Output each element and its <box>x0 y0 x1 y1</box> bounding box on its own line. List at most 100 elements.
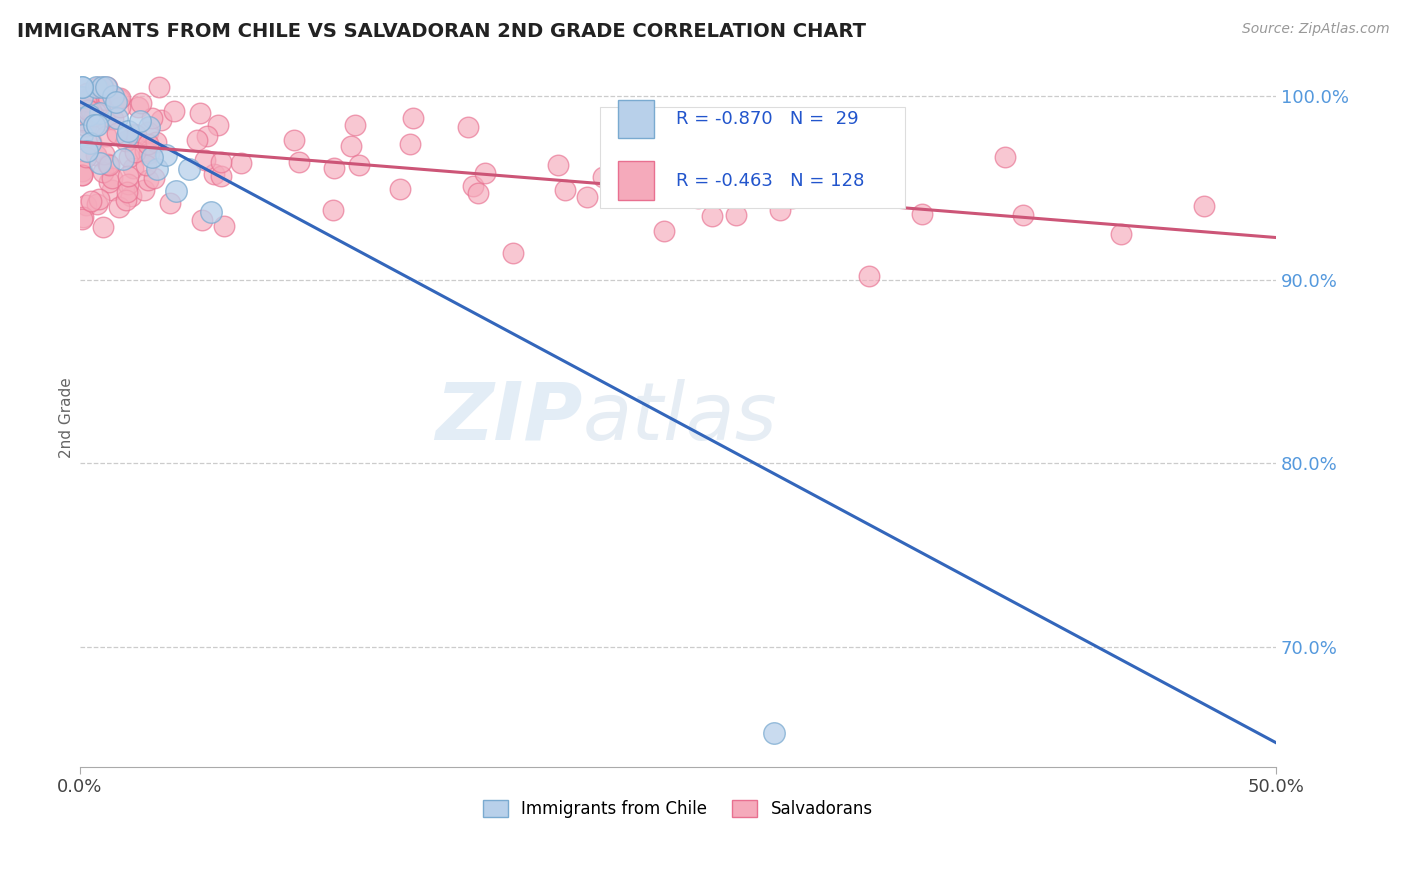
Point <box>141 150 163 164</box>
Point <box>134 158 156 172</box>
Point <box>127 100 149 114</box>
Point <box>115 185 138 199</box>
Point <box>665 180 688 194</box>
Point <box>145 162 167 177</box>
Point <box>93 219 115 234</box>
Point <box>150 113 173 128</box>
Point <box>745 137 768 152</box>
Point <box>108 92 131 106</box>
Point <box>723 186 745 200</box>
Point <box>576 189 599 203</box>
Point <box>108 100 131 114</box>
Point <box>463 179 485 194</box>
Point <box>115 193 138 207</box>
Point <box>115 128 138 143</box>
Point <box>467 186 489 200</box>
Point <box>101 89 124 103</box>
Point <box>128 114 150 128</box>
Point <box>132 183 155 197</box>
Point <box>80 136 103 150</box>
Point <box>79 136 101 151</box>
Point <box>762 726 785 740</box>
Point <box>76 90 98 104</box>
Point <box>163 103 186 118</box>
Point <box>402 112 425 126</box>
Point <box>75 150 97 164</box>
Point <box>645 157 668 171</box>
Point <box>76 87 98 101</box>
Point <box>72 210 94 224</box>
Point <box>145 135 167 149</box>
Point <box>283 133 305 147</box>
Point <box>1012 208 1035 222</box>
Point <box>91 79 114 94</box>
Point <box>84 147 107 161</box>
Point <box>993 150 1015 164</box>
Point <box>200 205 222 219</box>
Point <box>86 79 108 94</box>
Point <box>105 111 128 125</box>
Point <box>134 144 156 158</box>
Point <box>103 112 125 126</box>
Point <box>1109 227 1132 242</box>
Text: Source: ZipAtlas.com: Source: ZipAtlas.com <box>1241 22 1389 37</box>
Point <box>148 79 170 94</box>
Point <box>186 133 208 147</box>
Point <box>502 246 524 260</box>
Y-axis label: 2nd Grade: 2nd Grade <box>59 377 75 458</box>
Point <box>782 191 804 205</box>
Point <box>117 124 139 138</box>
Point <box>138 145 160 160</box>
Point <box>117 169 139 183</box>
Point <box>97 156 120 170</box>
Point <box>474 166 496 180</box>
Point <box>138 173 160 187</box>
Point <box>652 224 675 238</box>
Point <box>207 119 229 133</box>
Point <box>858 269 880 284</box>
Text: IMMIGRANTS FROM CHILE VS SALVADORAN 2ND GRADE CORRELATION CHART: IMMIGRANTS FROM CHILE VS SALVADORAN 2ND … <box>17 22 866 41</box>
Point <box>322 161 344 175</box>
Point <box>155 148 177 162</box>
Point <box>688 191 710 205</box>
Point <box>652 153 675 167</box>
Point <box>91 165 114 179</box>
Point <box>124 145 146 159</box>
Point <box>72 79 94 94</box>
Point <box>165 184 187 198</box>
Point <box>93 147 115 161</box>
Point <box>80 103 103 118</box>
Point <box>209 155 232 169</box>
Point <box>626 150 648 164</box>
FancyBboxPatch shape <box>619 100 654 138</box>
FancyBboxPatch shape <box>600 107 905 208</box>
Text: R = -0.463   N = 128: R = -0.463 N = 128 <box>675 172 863 190</box>
Point <box>700 210 723 224</box>
Point <box>104 95 127 110</box>
Point <box>96 79 118 94</box>
Point <box>76 103 98 117</box>
Point <box>389 182 412 196</box>
Point <box>783 159 806 173</box>
Point <box>143 171 166 186</box>
Text: ZIP: ZIP <box>434 378 582 457</box>
Point <box>84 117 107 131</box>
Point <box>72 90 94 104</box>
Point <box>98 158 121 172</box>
Point <box>86 119 108 133</box>
Point <box>197 129 219 144</box>
Point <box>77 108 100 122</box>
Legend: Immigrants from Chile, Salvadorans: Immigrants from Chile, Salvadorans <box>477 793 880 824</box>
Point <box>96 79 118 94</box>
Point <box>122 127 145 141</box>
Point <box>769 202 792 217</box>
Point <box>322 202 344 217</box>
Point <box>72 168 94 182</box>
Point <box>100 170 122 185</box>
Point <box>179 161 201 176</box>
Point <box>72 164 94 178</box>
Point <box>120 189 142 203</box>
Point <box>89 155 111 169</box>
Point <box>343 118 366 132</box>
Point <box>159 195 181 210</box>
